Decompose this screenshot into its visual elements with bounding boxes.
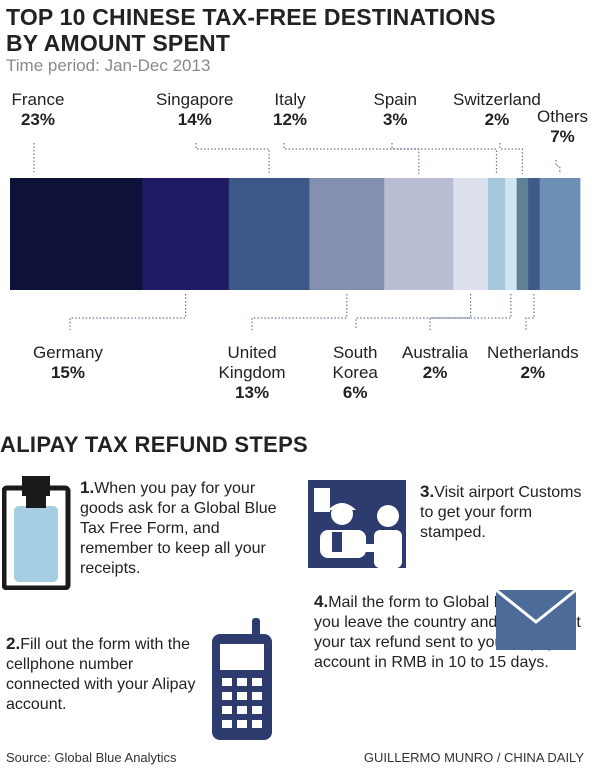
label-italy: Italy 12% xyxy=(273,90,307,130)
leader-line-south-korea xyxy=(355,294,472,330)
step-3-number: 3. xyxy=(420,482,435,501)
cellphone-icon xyxy=(212,618,272,740)
value-label-france: 23% xyxy=(20,110,55,129)
customs-officer-icon xyxy=(308,480,406,568)
clipboard-icon xyxy=(2,476,71,590)
label-others: Others 7% xyxy=(537,107,588,147)
category-label-singapore: Singapore xyxy=(156,90,234,109)
category-label-france: France xyxy=(11,90,65,109)
category-label-italy: Italy xyxy=(274,90,306,109)
chart-subtitle: Time period: Jan-Dec 2013 xyxy=(6,56,211,75)
leader-line-singapore xyxy=(195,143,270,174)
bar-segment-south-korea xyxy=(453,178,489,290)
bar-segment-netherlands xyxy=(528,178,541,290)
chart-title: TOP 10 CHINESE TAX-FREE DESTINATIONS BY … xyxy=(6,4,496,56)
step-1-number: 1. xyxy=(80,478,95,497)
stacked-bar-chart xyxy=(10,143,581,330)
value-label-spain: 3% xyxy=(382,110,408,129)
leader-line-united-kingdom xyxy=(251,294,348,330)
leader-line-australia xyxy=(429,294,512,330)
label-switzerland: Switzerland 2% xyxy=(453,90,541,130)
step-2: 2.Fill out the form with the cellphone n… xyxy=(6,634,196,715)
category-label-united-kingdom: United Kingdom xyxy=(218,343,286,382)
leader-line-spain xyxy=(391,143,498,174)
leader-line-others xyxy=(555,160,561,174)
source-note: Source: Global Blue Analytics xyxy=(6,750,177,765)
step-4-number: 4. xyxy=(314,592,329,611)
label-south-korea: South Korea 6% xyxy=(333,343,378,403)
label-france: France 23% xyxy=(12,90,65,130)
step-1-text: When you pay for your goods ask for a Gl… xyxy=(80,480,277,577)
bar-segment-australia xyxy=(505,178,518,290)
value-label-netherlands: 2% xyxy=(520,363,546,382)
label-spain: Spain 3% xyxy=(374,90,417,130)
bar-segment-italy xyxy=(384,178,454,290)
category-label-south-korea: South Korea xyxy=(332,343,378,382)
category-label-others: Others xyxy=(537,107,589,126)
label-germany: Germany 15% xyxy=(33,343,103,383)
credit-line: GUILLERMO MUNRO / CHINA DAILY xyxy=(363,750,584,765)
step-1: 1.When you pay for your goods ask for a … xyxy=(80,478,295,579)
category-label-netherlands: Netherlands xyxy=(487,343,579,362)
bar-segment-united-kingdom xyxy=(309,178,385,290)
label-netherlands: Netherlands 2% xyxy=(487,343,579,383)
bar-segment-switzerland xyxy=(516,178,529,290)
bar-segment-france xyxy=(10,178,143,290)
bar-segment-others xyxy=(539,178,581,290)
label-australia: Australia 2% xyxy=(402,343,468,383)
step-3: 3.Visit airport Customs to get your form… xyxy=(420,482,585,543)
steps-title: ALIPAY TAX REFUND STEPS xyxy=(0,432,309,457)
leader-line-germany xyxy=(69,294,187,330)
value-label-australia: 2% xyxy=(422,363,448,382)
bar-segment-germany xyxy=(142,178,230,290)
category-label-spain: Spain xyxy=(373,90,417,109)
category-label-switzerland: Switzerland xyxy=(453,90,541,109)
value-label-south-korea: 6% xyxy=(342,383,368,402)
category-label-germany: Germany xyxy=(33,343,103,362)
leader-line-netherlands xyxy=(525,294,535,330)
step-2-number: 2. xyxy=(6,634,21,653)
step-2-text: Fill out the form with the cellphone num… xyxy=(6,636,196,713)
leader-line-italy xyxy=(283,143,420,174)
value-label-germany: 15% xyxy=(50,363,85,382)
label-united-kingdom: United Kingdom 13% xyxy=(219,343,286,403)
category-label-australia: Australia xyxy=(402,343,469,362)
value-label-switzerland: 2% xyxy=(484,110,510,129)
label-singapore: Singapore 14% xyxy=(156,90,234,130)
value-label-italy: 12% xyxy=(273,110,308,129)
value-label-singapore: 14% xyxy=(177,110,212,129)
value-label-others: 7% xyxy=(550,127,575,146)
envelope-icon xyxy=(495,588,577,650)
bar-segment-singapore xyxy=(228,178,310,290)
leader-line-switzerland xyxy=(499,143,523,174)
step-3-text: Visit airport Customs to get your form s… xyxy=(420,484,582,541)
value-label-united-kingdom: 13% xyxy=(235,383,270,402)
bar-segment-spain xyxy=(487,178,506,290)
